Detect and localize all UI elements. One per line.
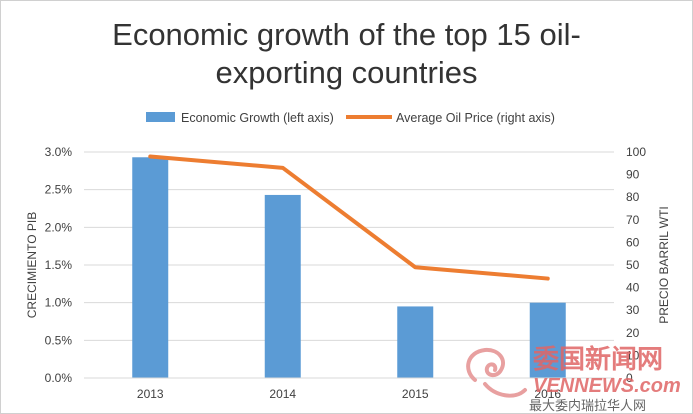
y-tick-label-right: 10 xyxy=(626,348,640,362)
y-tick-label-right: 50 xyxy=(626,258,640,272)
y-tick-label-left: 1.0% xyxy=(45,296,73,310)
bar xyxy=(264,194,301,378)
dragon-shape xyxy=(466,347,527,398)
watermark-domain-text: VENNEWS.com xyxy=(533,375,681,397)
line-point xyxy=(413,265,417,269)
x-tick-label: 2013 xyxy=(137,387,164,401)
y-tick-label-left: 2.0% xyxy=(45,220,73,234)
watermark-logo: 委国新闻网 VENNEWS.com 最大委内瑞拉华人网 xyxy=(466,344,681,414)
bar xyxy=(529,302,566,378)
y-tick-label-left: 0.0% xyxy=(45,371,73,385)
x-tick-label: 2014 xyxy=(269,387,296,401)
watermark-logo-text: 委国新闻网 xyxy=(533,344,663,375)
y-tick-label-left: 1.5% xyxy=(45,258,73,272)
y-tick-label-right: 40 xyxy=(626,281,640,295)
chart-title: Economic growth of the top 15 oil- expor… xyxy=(0,16,693,92)
y-tick-label-right: 0 xyxy=(626,371,633,385)
chart-title-line-1: Economic growth of the top 15 oil- xyxy=(112,17,581,52)
y-tick-label-left: 0.5% xyxy=(45,333,73,347)
bar xyxy=(397,306,434,378)
x-tick-label: 2015 xyxy=(402,387,429,401)
line-series xyxy=(148,154,550,281)
legend-label-line: Average Oil Price (right axis) xyxy=(396,111,555,125)
line-point xyxy=(281,166,285,170)
y-tick-label-right: 80 xyxy=(626,190,640,204)
y-tick-label-left: 3.0% xyxy=(45,145,73,159)
bar xyxy=(132,157,169,378)
y-tick-label-right: 30 xyxy=(626,303,640,317)
legend-label-bar: Economic Growth (left axis) xyxy=(181,111,334,125)
y-axis-title-right: PRECIO BARRIL WTI xyxy=(657,206,671,324)
y-tick-label-right: 60 xyxy=(626,235,640,249)
y-tick-label-right: 100 xyxy=(626,145,646,159)
y-tick-label-right: 20 xyxy=(626,326,640,340)
y-axis-title-left: CRECIMIENTO PIB xyxy=(25,212,39,318)
line-point xyxy=(546,277,550,281)
y-tick-label-right: 70 xyxy=(626,213,640,227)
chart-title-line-2: exporting countries xyxy=(215,55,478,90)
watermark-subtitle: 最大委内瑞拉华人网 xyxy=(529,398,646,414)
x-tick-label: 2016 xyxy=(534,387,561,401)
legend-swatch-bar xyxy=(146,112,175,122)
y-tick-label-right: 90 xyxy=(626,168,640,182)
line-point xyxy=(148,155,152,159)
y-tick-label-left: 2.5% xyxy=(45,183,73,197)
